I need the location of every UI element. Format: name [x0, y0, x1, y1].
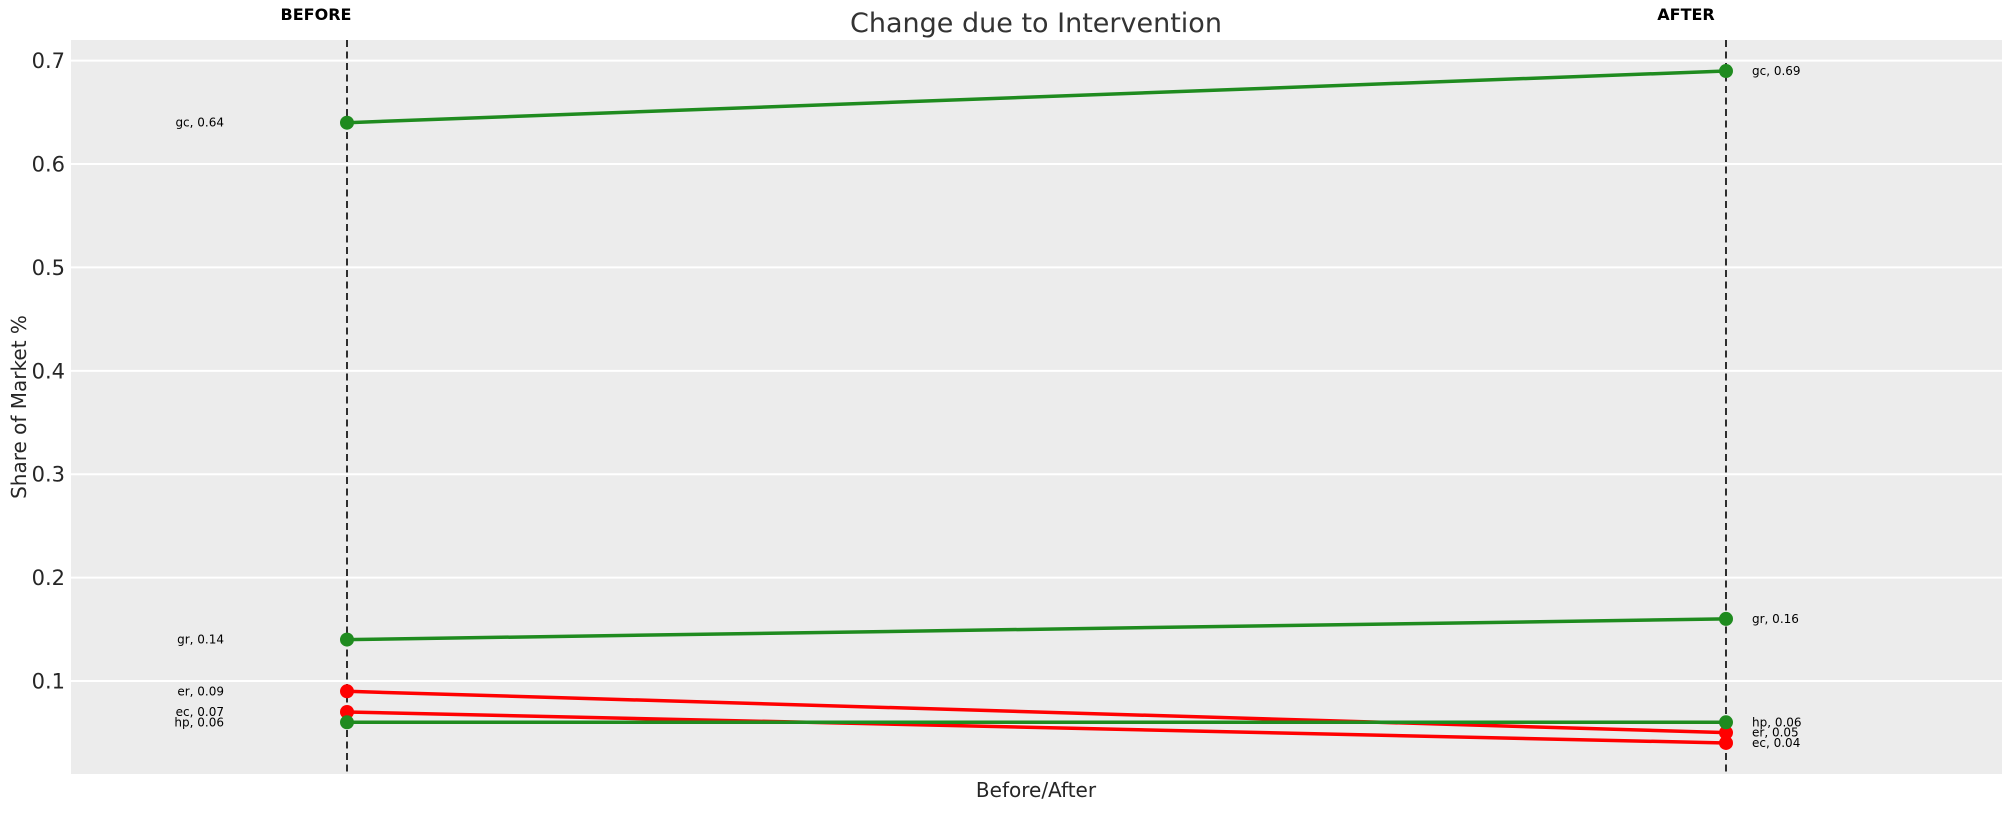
y-tick-label: 0.2: [32, 566, 65, 590]
series-gr: gr, 0.14 gr, 0.16: [177, 611, 1799, 647]
series-ec: ec, 0.07 ec, 0.04: [176, 704, 1800, 750]
data-point-before: [340, 704, 354, 719]
series-er: er, 0.09 er, 0.05: [177, 684, 1799, 740]
plot-area: [71, 40, 2002, 774]
point-label-after: er, 0.05: [1752, 726, 1799, 740]
data-point-before: [340, 715, 354, 730]
y-axis-tick-labels: 0.1 0.2 0.3 0.4 0.5 0.6 0.7: [32, 49, 65, 693]
point-label-before: hp, 0.06: [174, 715, 224, 729]
series-layer: gc, 0.64 gc, 0.69 gr, 0.14 gr, 0.16 er, 0.09…: [174, 64, 1802, 750]
y-tick-label: 0.6: [32, 153, 65, 177]
y-axis-label: Share of Market %: [7, 315, 31, 499]
data-point-after: [1719, 735, 1733, 750]
x-axis-label: Before/After: [976, 778, 1097, 802]
slope-line: [346, 689, 1727, 735]
point-label-after: ec, 0.04: [1752, 736, 1800, 750]
slope-line: [346, 710, 1727, 745]
data-point-before: [340, 115, 354, 130]
y-tick-label: 0.7: [32, 49, 65, 73]
point-label-before: gr, 0.14: [177, 633, 224, 647]
chart-title: Change due to Intervention: [850, 8, 1222, 39]
point-label-after: hp, 0.06: [1752, 715, 1802, 729]
data-point-after: [1719, 611, 1733, 626]
y-tick-label: 0.1: [32, 669, 65, 693]
gridlines: [71, 59, 2002, 682]
series-gc: gc, 0.64 gc, 0.69: [175, 64, 1801, 130]
slope-line: [346, 617, 1727, 642]
data-point-after: [1719, 64, 1733, 79]
point-label-after: gc, 0.69: [1752, 64, 1801, 78]
point-label-before: gc, 0.64: [175, 116, 224, 130]
y-tick-label: 0.5: [32, 256, 65, 280]
before-header: BEFORE: [281, 5, 352, 24]
point-label-before: er, 0.09: [177, 684, 224, 698]
point-label-before: ec, 0.07: [176, 705, 224, 719]
after-header: AFTER: [1657, 5, 1714, 24]
point-label-after: gr, 0.16: [1752, 612, 1799, 626]
slope-line: [346, 69, 1727, 125]
data-point-before: [340, 632, 354, 647]
series-hp: hp, 0.06 hp, 0.06: [174, 715, 1802, 730]
data-point-before: [340, 684, 354, 699]
data-point-after: [1719, 725, 1733, 740]
category-divider-lines: [346, 40, 1727, 774]
y-tick-label: 0.3: [32, 463, 65, 487]
data-point-after: [1719, 715, 1733, 730]
y-tick-label: 0.4: [32, 359, 65, 383]
